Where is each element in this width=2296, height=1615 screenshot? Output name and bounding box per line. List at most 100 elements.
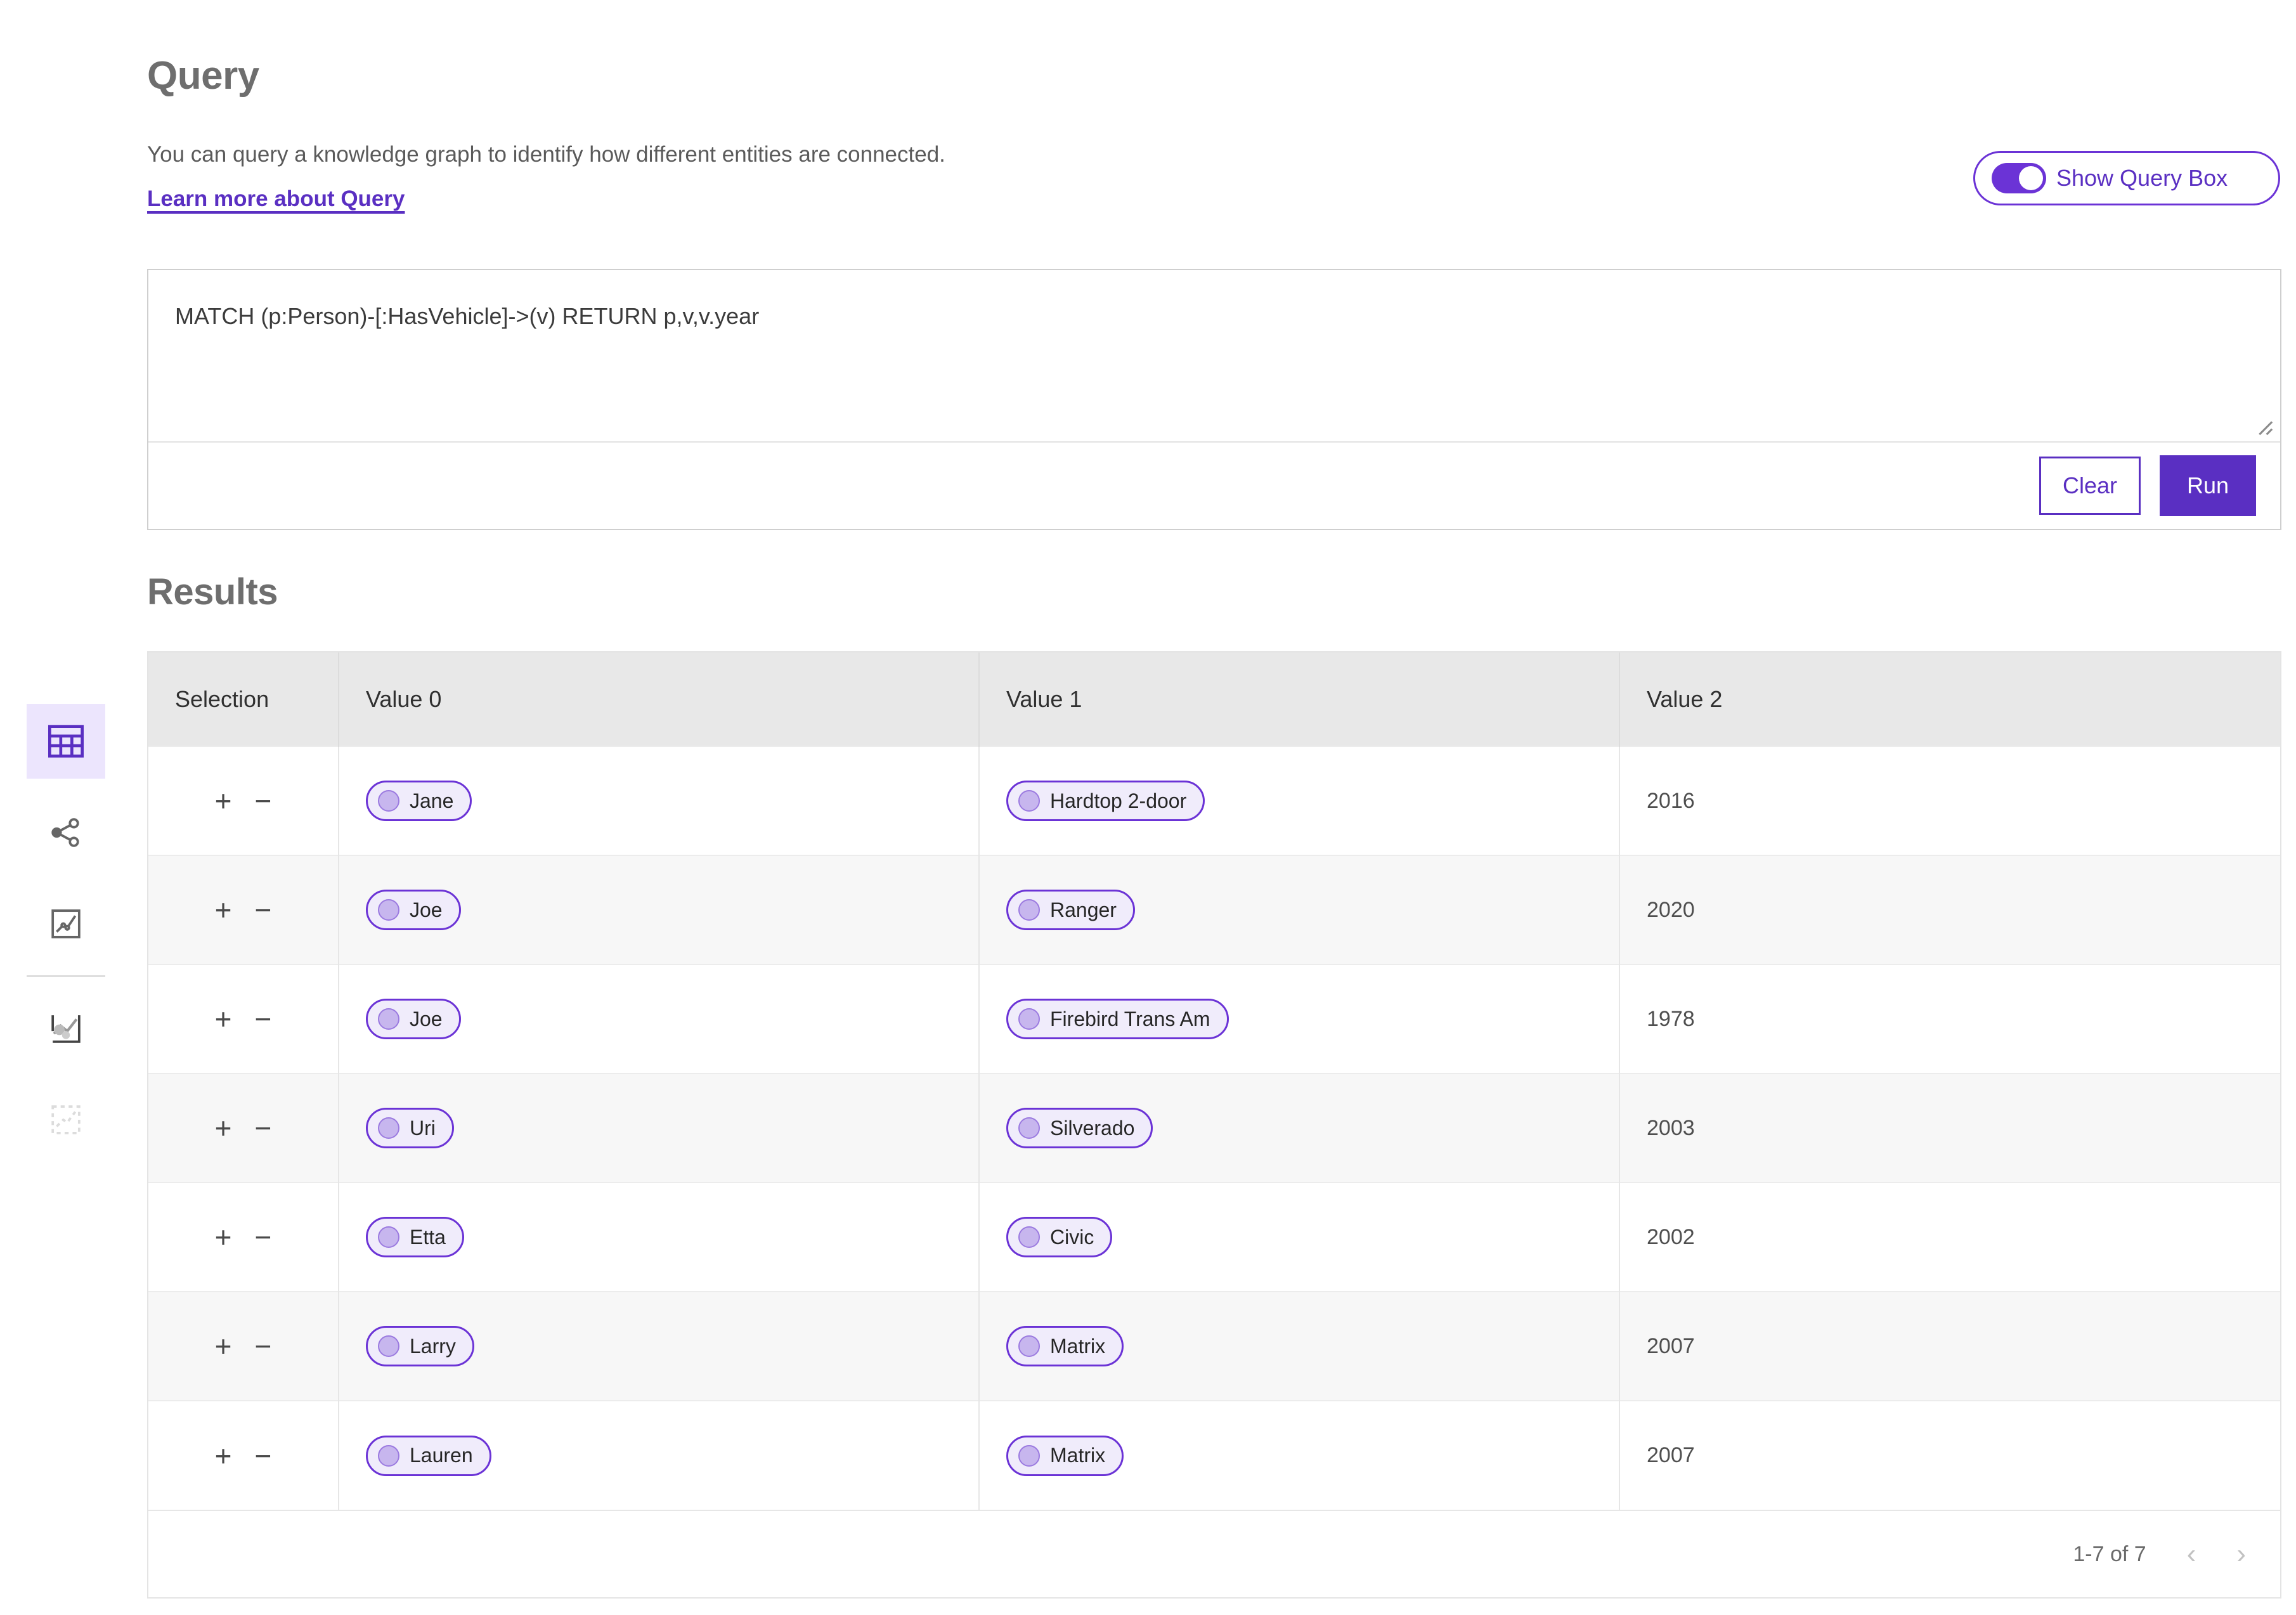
table-row[interactable]: + − Lauren Matrix 2007: [148, 1400, 2280, 1510]
row-collapse-minus-icon[interactable]: −: [254, 1112, 272, 1145]
node-circle-icon: [378, 1117, 399, 1139]
query-textarea[interactable]: MATCH (p:Person)-[:HasVehicle]->(v) RETU…: [148, 270, 2280, 443]
pagination: 1-7 of 7 ‹ ›: [148, 1510, 2280, 1597]
pagination-prev-icon[interactable]: ‹: [2186, 1538, 2196, 1569]
person-chip[interactable]: Lauren: [366, 1435, 491, 1476]
node-circle-icon: [1018, 1117, 1040, 1139]
table-row[interactable]: + − Joe Firebird Trans Am 1978: [148, 964, 2280, 1073]
person-chip[interactable]: Larry: [366, 1326, 474, 1366]
table-header-row: Selection Value 0 Value 1 Value 2: [148, 652, 2280, 746]
node-circle-icon: [1018, 1335, 1040, 1357]
node-circle-icon: [1018, 899, 1040, 921]
results-title: Results: [147, 571, 278, 613]
value-1-cell: Hardtop 2-door: [979, 746, 1620, 855]
table-row[interactable]: + − Larry Matrix 2007: [148, 1291, 2280, 1401]
row-collapse-minus-icon[interactable]: −: [254, 893, 272, 926]
chip-label: Civic: [1050, 1225, 1094, 1249]
selection-controls: + −: [175, 1113, 311, 1143]
column-header-value-0[interactable]: Value 0: [339, 652, 980, 746]
table-row[interactable]: + − Joe Ranger 2020: [148, 855, 2280, 964]
view-mode-rail: [27, 704, 105, 1157]
results-table: Selection Value 0 Value 1 Value 2 + − Jane…: [148, 652, 2280, 1510]
person-chip[interactable]: Jane: [366, 781, 472, 821]
node-circle-icon: [378, 899, 399, 921]
selection-controls: + −: [175, 1441, 311, 1470]
vehicle-chip[interactable]: Civic: [1006, 1217, 1113, 1257]
table-row[interactable]: + − Uri Silverado 2003: [148, 1073, 2280, 1183]
row-expand-plus-icon[interactable]: +: [214, 1330, 232, 1363]
vehicle-chip[interactable]: Ranger: [1006, 890, 1135, 930]
toggle-switch[interactable]: [1992, 163, 2046, 193]
chip-label: Matrix: [1050, 1334, 1106, 1358]
table-row[interactable]: + − Jane Hardtop 2-door 2016: [148, 746, 2280, 855]
row-expand-plus-icon[interactable]: +: [214, 1439, 232, 1472]
value-2-cell: 2007: [1619, 1291, 2280, 1401]
row-collapse-minus-icon[interactable]: −: [254, 1002, 272, 1035]
sidebar-item-map-view[interactable]: [27, 991, 105, 1066]
year-value: 2003: [1647, 1115, 1695, 1140]
dashed-box-icon: [50, 1104, 82, 1136]
run-button[interactable]: Run: [2160, 455, 2256, 516]
value-1-cell: Matrix: [979, 1291, 1620, 1401]
person-chip[interactable]: Etta: [366, 1217, 464, 1257]
vehicle-chip[interactable]: Hardtop 2-door: [1006, 781, 1205, 821]
person-chip[interactable]: Uri: [366, 1108, 454, 1148]
selection-cell: + −: [148, 964, 339, 1073]
row-collapse-minus-icon[interactable]: −: [254, 1221, 272, 1254]
value-0-cell: Joe: [339, 855, 980, 964]
value-2-cell: 2007: [1619, 1400, 2280, 1510]
chip-label: Lauren: [410, 1444, 473, 1467]
node-circle-icon: [378, 1444, 399, 1467]
column-header-value-1[interactable]: Value 1: [979, 652, 1620, 746]
chip-label: Hardtop 2-door: [1050, 789, 1187, 812]
pagination-next-icon[interactable]: ›: [2236, 1538, 2246, 1569]
vehicle-chip[interactable]: Silverado: [1006, 1108, 1153, 1148]
value-0-cell: Lauren: [339, 1400, 980, 1510]
show-query-box-label: Show Query Box: [2056, 165, 2228, 191]
value-0-cell: Joe: [339, 964, 980, 1073]
value-1-cell: Civic: [979, 1182, 1620, 1292]
vehicle-chip[interactable]: Firebird Trans Am: [1006, 999, 1229, 1039]
sidebar-item-graph-view[interactable]: [27, 795, 105, 870]
vehicle-chip[interactable]: Matrix: [1006, 1435, 1124, 1476]
row-expand-plus-icon[interactable]: +: [214, 784, 232, 817]
sidebar-item-table-view[interactable]: [27, 704, 105, 779]
chip-label: Matrix: [1050, 1444, 1106, 1467]
sidebar-item-chart-view[interactable]: [27, 886, 105, 961]
person-chip[interactable]: Joe: [366, 999, 461, 1039]
row-expand-plus-icon[interactable]: +: [214, 893, 232, 926]
row-expand-plus-icon[interactable]: +: [214, 1002, 232, 1035]
year-value: 1978: [1647, 1006, 1695, 1031]
node-circle-icon: [1018, 1444, 1040, 1467]
selection-controls: + −: [175, 1332, 311, 1361]
value-2-cell: 2016: [1619, 746, 2280, 855]
learn-more-link[interactable]: Learn more about Query: [147, 186, 405, 211]
selection-controls: + −: [175, 895, 311, 924]
row-expand-plus-icon[interactable]: +: [214, 1112, 232, 1145]
map-graph-icon: [50, 1013, 82, 1044]
row-expand-plus-icon[interactable]: +: [214, 1221, 232, 1254]
node-circle-icon: [378, 1008, 399, 1030]
chip-label: Jane: [410, 789, 454, 812]
show-query-box-toggle[interactable]: Show Query Box: [1973, 151, 2280, 205]
chip-label: Firebird Trans Am: [1050, 1007, 1210, 1030]
value-0-cell: Uri: [339, 1073, 980, 1183]
column-header-selection[interactable]: Selection: [148, 652, 339, 746]
toggle-knob: [2019, 166, 2043, 190]
row-collapse-minus-icon[interactable]: −: [254, 1439, 272, 1472]
year-value: 2016: [1647, 788, 1695, 813]
chip-label: Ranger: [1050, 898, 1117, 921]
clear-button[interactable]: Clear: [2039, 457, 2141, 515]
node-circle-icon: [1018, 1008, 1040, 1030]
row-collapse-minus-icon[interactable]: −: [254, 784, 272, 817]
table-row[interactable]: + − Etta Civic 2002: [148, 1182, 2280, 1292]
value-2-cell: 2003: [1619, 1073, 2280, 1183]
row-collapse-minus-icon[interactable]: −: [254, 1330, 272, 1363]
column-header-value-2[interactable]: Value 2: [1619, 652, 2280, 746]
vehicle-chip[interactable]: Matrix: [1006, 1326, 1124, 1366]
resize-handle-icon[interactable]: [2252, 415, 2274, 436]
selection-cell: + −: [148, 1291, 339, 1401]
selection-cell: + −: [148, 1073, 339, 1183]
person-chip[interactable]: Joe: [366, 890, 461, 930]
node-circle-icon: [378, 790, 399, 812]
